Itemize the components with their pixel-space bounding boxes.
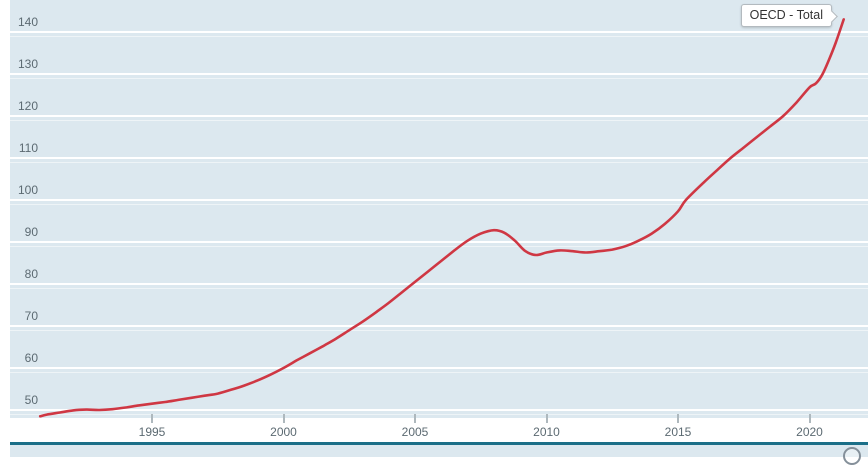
gridline-60 [10, 367, 868, 373]
y-axis-label-100: 100 [17, 182, 38, 197]
x-axis-tick-2020 [808, 414, 811, 423]
x-axis-label-2000: 2000 [270, 425, 297, 439]
x-axis-label-2005: 2005 [401, 425, 429, 439]
x-axis: 1995 2000 2005 2010 2015 2020 [10, 418, 868, 442]
x-axis-tick-2005 [414, 414, 416, 423]
gridline-100 [10, 199, 868, 205]
gridline-110 [10, 157, 868, 163]
y-axis-label-60: 60 [24, 350, 38, 365]
y-axis-label-110: 110 [18, 140, 38, 155]
y-axis-label-140: 140 [17, 14, 38, 29]
info-circle-icon[interactable] [843, 447, 861, 465]
y-axis-label-50: 50 [24, 392, 38, 407]
axis-divider-line [10, 442, 868, 445]
gridline-70 [10, 325, 868, 331]
x-axis-label-1995: 1995 [138, 425, 166, 439]
gridline-140 [10, 31, 868, 37]
gridline-80 [10, 283, 868, 289]
y-axis-label-70: 70 [24, 308, 38, 323]
x-axis-label-2020: 2020 [796, 425, 823, 439]
gridline-130 [10, 73, 868, 79]
tooltip-label: OECD - Total [749, 8, 823, 22]
y-axis-label-130: 130 [17, 56, 38, 71]
tooltip: OECD - Total [740, 4, 838, 27]
x-axis-label-2015: 2015 [664, 425, 692, 439]
x-axis-tick-2000 [282, 414, 285, 423]
y-axis-label-90: 90 [24, 224, 38, 239]
x-axis-tick-2015 [677, 414, 679, 423]
plot-area[interactable]: 50 60 70 80 90 100 110 120 130 140 [10, 0, 868, 418]
series-line-oecd-total[interactable] [10, 0, 868, 418]
x-axis-tick-1995 [151, 414, 153, 423]
gridline-120 [10, 115, 868, 121]
footer-strip [10, 445, 868, 465]
y-axis-label-120: 120 [17, 98, 38, 113]
line-series-path[interactable] [38, 18, 845, 418]
x-axis-label-2010: 2010 [533, 425, 560, 439]
gridline-50 [10, 409, 868, 415]
gridline-90 [10, 241, 868, 247]
x-axis-tick-2010 [545, 414, 548, 423]
y-axis-label-80: 80 [24, 266, 38, 281]
